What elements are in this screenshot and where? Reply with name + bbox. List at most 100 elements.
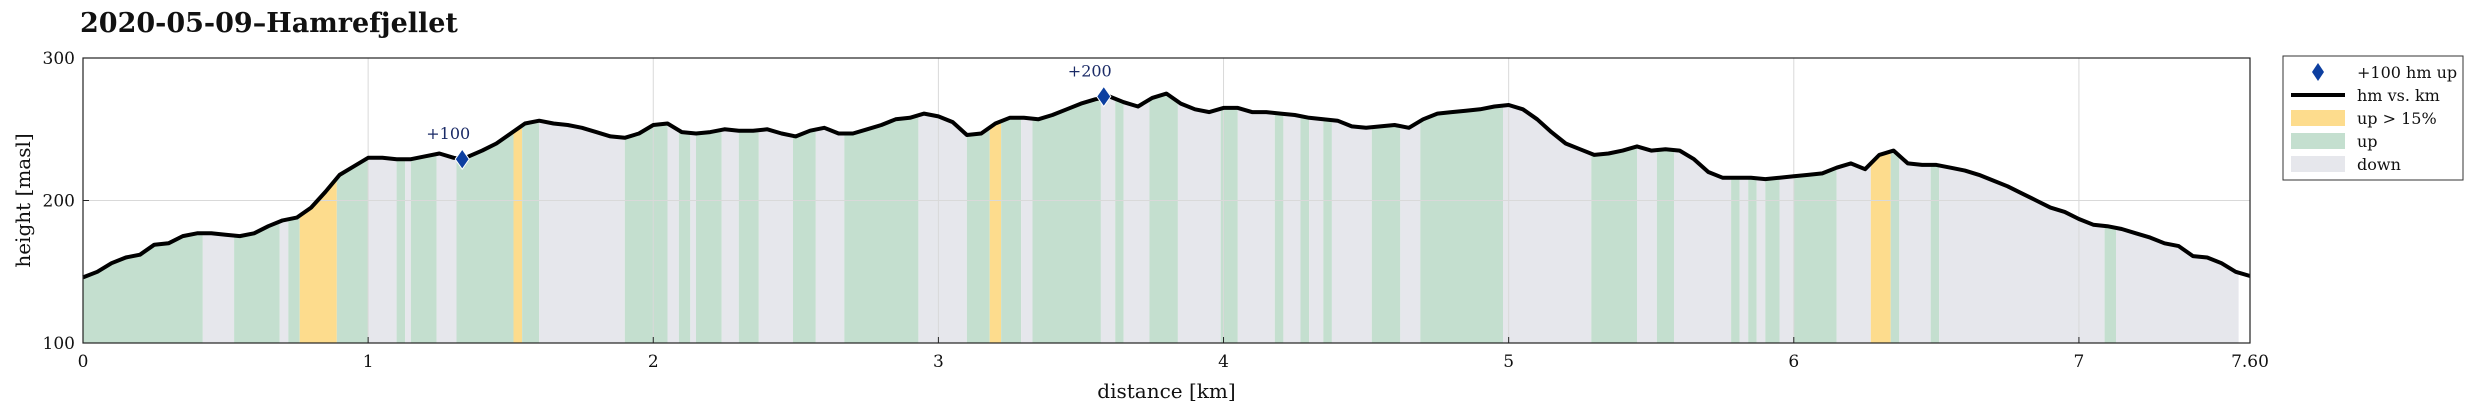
band-41 [1274,113,1284,343]
band-64 [1890,150,1900,343]
band-21 [696,129,722,343]
marker-2 [1096,85,1112,108]
band-66 [1930,164,1940,343]
band-22 [721,129,739,343]
band-4 [279,219,289,343]
marker-1 [454,148,470,171]
band-42 [1283,113,1301,344]
milestone-markers: +100 +200 [426,61,1112,171]
band-65 [1899,155,1931,343]
band-19 [678,130,691,343]
band-5 [288,215,300,343]
band-26 [815,127,845,343]
band-39 [1220,107,1238,344]
y-tick-label-1: 200 [43,192,75,212]
x-tick-label-4: 4 [1218,352,1229,372]
band-58 [1756,178,1766,343]
band-1 [83,233,203,343]
x-axis-label: distance [km] [1097,379,1235,403]
band-61 [1793,167,1837,343]
band-2 [202,233,235,343]
band-49 [1420,105,1503,343]
band-10 [405,159,411,343]
marker-label-1: +100 [426,124,470,143]
band-60 [1779,176,1794,343]
legend-label-2: up > 15% [2357,109,2437,128]
marker-label-2: +200 [1068,61,1112,80]
band-69 [2116,227,2239,343]
legend-swatch-steep [2291,110,2345,126]
band-28 [918,113,967,343]
chart-title: 2020-05-09–Hamrefjellet [80,8,458,39]
band-45 [1323,119,1332,343]
elevation-profile-line [82,91,2251,280]
x-tick-label-2: 2 [648,352,659,372]
band-25 [793,129,816,343]
band-63 [1870,151,1891,343]
band-54 [1674,150,1732,343]
band-47 [1371,125,1401,343]
band-53 [1656,149,1674,343]
band-51 [1591,146,1637,343]
band-44 [1309,117,1324,343]
band-68 [2104,225,2116,343]
band-43 [1300,116,1310,343]
band-37 [1149,93,1178,343]
band-56 [1739,177,1749,343]
y-axis-ticks: 100 200 300 [43,49,89,354]
x-tick-label-0: 0 [78,352,89,372]
band-32 [1021,117,1033,343]
band-17 [624,123,668,343]
band-36 [1123,99,1150,343]
x-tick-label-7: 7 [2074,352,2085,372]
band-30 [989,121,1002,343]
band-9 [396,159,406,343]
x-tick-label-6: 6 [1788,352,1799,372]
legend-label-4: down [2357,155,2401,174]
y-tick-label-0: 100 [43,334,75,354]
band-33 [1032,98,1101,343]
band-24 [758,129,793,343]
band-62 [1836,163,1871,343]
band-11 [410,154,437,343]
legend-swatch-down [2291,156,2345,172]
band-67 [1939,165,2105,343]
band-7 [336,157,369,343]
band-15 [522,120,540,343]
band-46 [1331,120,1372,343]
gradient-bands [83,93,2239,344]
band-35 [1115,98,1124,343]
band-59 [1765,177,1780,343]
legend: +100 hm up hm vs. km up > 15% up down [2282,55,2464,181]
band-48 [1400,121,1421,343]
band-12 [436,153,457,343]
band-20 [690,133,696,343]
legend-swatch-marker [2312,63,2324,81]
band-52 [1637,146,1657,343]
x-tick-label-5: 5 [1503,352,1514,372]
y-tick-label-2: 300 [43,49,75,69]
band-34 [1100,96,1116,343]
band-38 [1177,101,1221,343]
legend-swatch-up [2291,133,2345,149]
band-23 [738,130,759,343]
x-tick-label-8: 7.60 [2231,352,2269,372]
band-40 [1237,107,1275,344]
legend-label-1: hm vs. km [2357,86,2440,105]
band-57 [1748,177,1757,343]
band-50 [1503,105,1592,343]
band-29 [966,127,990,343]
y-axis-label: height [masl] [11,133,35,267]
band-3 [234,221,280,343]
band-8 [368,157,397,343]
x-tick-label-1: 1 [363,352,374,372]
band-31 [1001,117,1022,343]
band-6 [299,178,337,343]
band-16 [539,120,625,343]
legend-label-0: +100 hm up [2357,63,2457,82]
band-14 [513,125,523,343]
x-axis-ticks: 0 1 2 3 4 5 6 7 7.60 [78,337,2269,372]
legend-label-3: up [2357,132,2378,151]
band-18 [667,123,679,343]
